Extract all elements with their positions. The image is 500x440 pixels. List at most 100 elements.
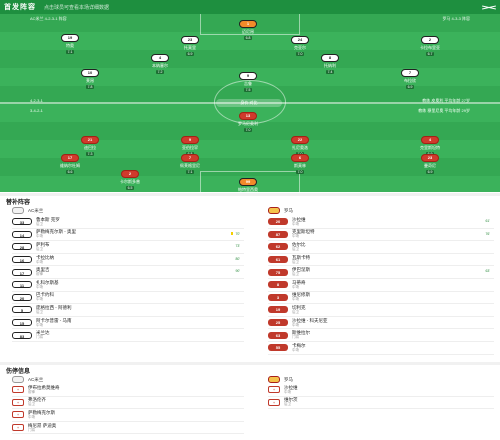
player-name: 萨利布	[36, 241, 50, 247]
list-item[interactable]: 5 庞格拉西 - 阿德利 后卫	[12, 304, 244, 317]
player-position: 后卫	[292, 309, 299, 314]
lineup-header: 首发阵容 点击球员可查看本场详细数据	[0, 0, 500, 14]
player-shirt-number: 4	[421, 136, 439, 144]
list-item[interactable]: 33 鲁本斯 克罗 后卫	[12, 216, 244, 229]
collapse-icon[interactable]	[482, 4, 496, 10]
pitch-player[interactable]: 23 托莫里 6.9	[168, 36, 212, 56]
pitch-player[interactable]: 13 罗马尼奥利 7.0	[226, 112, 270, 132]
player-name: 卡拉布里亚	[420, 45, 440, 50]
pitch-player[interactable]: 99帕特里西奥6.7	[226, 178, 270, 192]
shirt-number: 75	[268, 268, 288, 276]
roma-crest-icon	[268, 376, 280, 383]
list-item[interactable]: 62 佐尔比 后卫	[268, 241, 494, 254]
injury-item[interactable]: + 沙拉维 中场	[268, 384, 494, 397]
pitch-player[interactable]: 23 曼奇尼 6.9	[408, 154, 452, 174]
player-position: 门将	[36, 335, 43, 340]
pitch-player[interactable]: 22扎尼奥洛7.0	[278, 136, 322, 156]
subs-away-list: 20 沙拉维 中场 61' 87 克里斯坦特 中场 76' 62 佐尔比 后卫 61 瓦斯卡特 后卫 75 伊…	[268, 216, 494, 355]
player-name: 维尔茨	[284, 397, 298, 403]
player-rating: 6.9	[185, 52, 195, 56]
pitch-player[interactable]: 10 莱昂 7.8	[68, 69, 112, 89]
injuries-home-team-name: AC米兰	[28, 376, 44, 382]
player-shirt-number: 4	[151, 54, 169, 62]
injury-cross-icon: +	[12, 411, 24, 419]
injury-item[interactable]: + 伊布拉希莫维奇 前锋	[12, 384, 244, 397]
player-shirt-number: 23	[181, 36, 199, 44]
player-shirt-number: 9	[239, 72, 257, 80]
pitch-player[interactable]: 6 斯莫林 7.0	[278, 154, 322, 174]
pitch-player[interactable]: 8 托纳利 7.4	[308, 54, 352, 74]
pitch-player[interactable]: 19 特奥 7.1	[48, 34, 92, 54]
list-item[interactable]: 28 萨利布 后卫 73'	[12, 241, 244, 254]
pitch-player[interactable]: 7 布拉欣 6.9	[388, 69, 432, 89]
list-item[interactable]: 87 克里斯坦特 中场 76'	[268, 229, 494, 242]
injury-item[interactable]: + 维尔茨 后卫	[268, 397, 494, 410]
injury-cross-icon: +	[268, 398, 280, 406]
player-name: 佩莱格里尼	[180, 163, 200, 168]
injury-item[interactable]: + 梅尼昂 萨迪奥 门将	[12, 422, 244, 435]
list-item[interactable]: 14 萨勒梅克尔斯 - 奥里 中场 70'	[12, 229, 244, 242]
pitch-player[interactable]: 1 迈尼昂 6.8	[226, 20, 270, 40]
injury-cross-icon: +	[12, 398, 24, 406]
list-item[interactable]: 20 巴卡约科 中场	[12, 292, 244, 305]
sub-minute-tag: 70'	[231, 232, 240, 236]
list-item[interactable]: 55 卡梅尔 中场	[268, 342, 494, 355]
subs-away-team-name: 罗马	[284, 207, 293, 213]
injuries-title: 伤停信息	[6, 369, 31, 375]
subs-home-team-name: AC米兰	[28, 207, 44, 213]
injuries-away-list: + 沙拉维 中场 + 维尔茨 后卫	[268, 384, 494, 410]
player-rating: 6.6	[65, 170, 75, 174]
player-name: 吉鲁	[244, 81, 252, 86]
pitch-player[interactable]: 2 卡拉布里亚 6.7	[408, 36, 452, 56]
list-item[interactable]: 20 沙拉维 中场 61'	[268, 216, 494, 229]
list-item[interactable]: 83 米兰达 门将	[12, 329, 244, 342]
player-name: 巴卡约科	[36, 292, 54, 298]
pitch-player[interactable]: 9亚伯拉罕6.8	[168, 136, 212, 156]
player-rating: 7.1	[185, 170, 195, 174]
player-shirt-number: 10	[81, 69, 99, 77]
injury-item[interactable]: + 弗洛伦齐 后卫	[12, 397, 244, 410]
list-item[interactable]: 16 卡拉比纳 中场 80'	[12, 254, 244, 267]
list-item[interactable]: 15 阿卡尔普雷 - 马南 中场	[12, 317, 244, 330]
shirt-number: 5	[12, 306, 32, 314]
player-position: 中场	[292, 347, 299, 352]
player-name: 奥里吉	[36, 267, 50, 273]
pitch-player[interactable]: 21 迪巴拉 7.3	[68, 136, 112, 156]
player-shirt-number: 2	[121, 170, 139, 178]
list-item[interactable]: 11 扎科尔斯基 中场	[12, 279, 244, 292]
pitch-player[interactable]: 2 卡尔斯多普 6.5	[108, 170, 152, 190]
player-name: 本纳塞尔	[152, 63, 168, 68]
pitch-player[interactable]: 7 佩莱格里尼 7.1	[168, 154, 212, 174]
subs-away-team: 罗马	[268, 207, 293, 214]
pitch-player[interactable]: 4 本纳塞尔 7.2	[138, 54, 182, 74]
player-name: 沙拉维 - 科夫尼亚	[292, 317, 328, 323]
pitch-player[interactable]: 4克里斯坦特6.9	[408, 136, 452, 156]
list-item[interactable]: 19 切利克 后卫	[268, 304, 494, 317]
value-compare[interactable]: 身价 对比	[216, 99, 282, 107]
list-item[interactable]: 8 马蒂奇 中场	[268, 279, 494, 292]
pitch-player[interactable]: 17 维纳尔杜姆 6.6	[48, 154, 92, 174]
shirt-number: 25	[268, 319, 288, 327]
list-item[interactable]: 17 奥里吉 前锋 90'	[12, 266, 244, 279]
player-name: 庞格拉西 - 阿德利	[36, 304, 72, 310]
injury-cross-icon: +	[12, 424, 24, 432]
player-rating: 6.5	[125, 186, 135, 190]
list-item[interactable]: 75 伊巴涅斯 后卫 63'	[268, 266, 494, 279]
pitch-player[interactable]: 24 克亚尔 7.0	[278, 36, 322, 56]
pitch-player[interactable]: 9 吉鲁 7.5	[226, 72, 270, 92]
acmilan-crest-icon	[12, 207, 24, 214]
shirt-number: 14	[12, 230, 32, 238]
player-rating: 6.9	[425, 170, 435, 174]
injury-item[interactable]: + 萨勒梅克尔斯 中场	[12, 409, 244, 422]
sub-minute-tag: 63'	[485, 269, 490, 274]
player-name: 鲁本斯 克罗	[36, 216, 60, 222]
player-position: 门将	[292, 335, 299, 340]
list-item[interactable]: 25 沙拉维 - 科夫尼亚 中场	[268, 317, 494, 330]
player-position: 中场	[284, 389, 291, 394]
list-item[interactable]: 63 斯维拉尔 门将	[268, 329, 494, 342]
player-shirt-number: 9	[181, 136, 199, 144]
player-rating: 6.8	[243, 36, 253, 40]
list-item[interactable]: 3 维尼修斯 中场	[268, 292, 494, 305]
list-item[interactable]: 61 瓦斯卡特 后卫	[268, 254, 494, 267]
player-position: 中场	[292, 221, 299, 226]
